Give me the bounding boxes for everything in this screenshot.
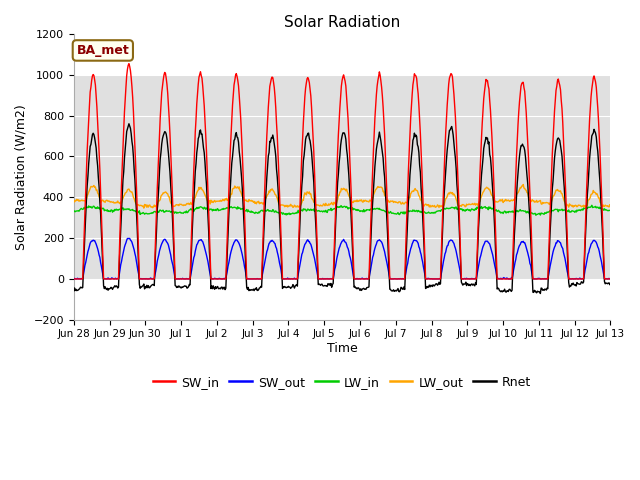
Rnet xyxy=(536,290,544,296)
SW_in xyxy=(387,276,394,282)
Bar xyxy=(74,75,611,279)
LW_in xyxy=(70,209,77,215)
LW_in xyxy=(532,213,540,218)
SW_out xyxy=(387,276,395,282)
Line: SW_out: SW_out xyxy=(74,239,611,279)
SW_in xyxy=(607,276,614,282)
LW_out xyxy=(520,181,527,187)
Rnet xyxy=(559,164,566,170)
SW_out xyxy=(440,255,448,261)
SW_out xyxy=(70,275,77,281)
Y-axis label: Solar Radiation (W/m2): Solar Radiation (W/m2) xyxy=(15,104,28,250)
SW_in xyxy=(440,185,447,191)
SW_out xyxy=(189,259,197,265)
SW_in xyxy=(125,61,132,67)
LW_in xyxy=(188,207,195,213)
LW_out xyxy=(440,204,447,209)
SW_out xyxy=(70,276,78,282)
LW_out xyxy=(70,198,77,204)
Line: SW_in: SW_in xyxy=(74,64,611,279)
SW_out xyxy=(125,236,132,241)
LW_out xyxy=(387,198,394,204)
SW_in xyxy=(212,276,220,282)
Title: Solar Radiation: Solar Radiation xyxy=(284,15,400,30)
LW_in xyxy=(334,204,342,209)
LW_in xyxy=(386,209,394,215)
X-axis label: Time: Time xyxy=(327,342,358,355)
SW_out xyxy=(559,246,566,252)
Text: BA_met: BA_met xyxy=(76,44,129,57)
LW_out xyxy=(188,201,196,206)
LW_out xyxy=(607,204,614,210)
Line: Rnet: Rnet xyxy=(74,124,611,293)
SW_in xyxy=(558,106,566,111)
SW_in xyxy=(188,208,196,214)
Rnet xyxy=(125,121,132,127)
Legend: SW_in, SW_out, LW_in, LW_out, Rnet: SW_in, SW_out, LW_in, LW_out, Rnet xyxy=(148,371,536,394)
SW_in xyxy=(70,276,77,282)
Rnet xyxy=(188,227,196,233)
LW_out xyxy=(212,199,220,205)
LW_out xyxy=(559,193,566,199)
Rnet xyxy=(607,280,614,286)
LW_in xyxy=(211,207,218,213)
Rnet xyxy=(335,171,342,177)
SW_out xyxy=(212,276,220,282)
LW_in xyxy=(607,208,614,214)
LW_in xyxy=(439,207,447,213)
SW_out xyxy=(607,276,614,282)
Line: LW_out: LW_out xyxy=(74,184,611,208)
LW_in xyxy=(558,206,566,212)
LW_in xyxy=(588,203,596,208)
Rnet xyxy=(70,288,77,294)
Rnet xyxy=(440,205,447,211)
SW_out xyxy=(335,245,343,251)
Line: LW_in: LW_in xyxy=(74,205,611,216)
SW_in xyxy=(335,132,342,137)
Rnet xyxy=(387,287,394,292)
LW_out xyxy=(154,205,161,211)
LW_out xyxy=(335,192,342,198)
Rnet xyxy=(212,284,220,289)
